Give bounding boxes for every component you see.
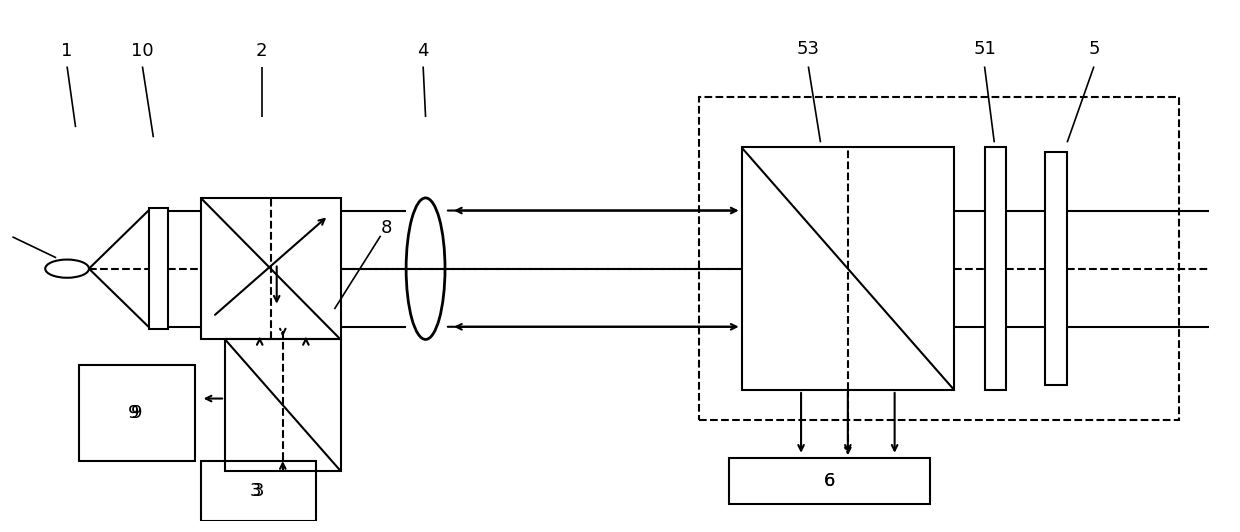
Text: 8: 8 xyxy=(381,219,392,237)
Bar xyxy=(742,147,954,390)
Bar xyxy=(149,208,167,329)
Text: 6: 6 xyxy=(823,472,835,491)
Text: 1: 1 xyxy=(62,43,73,60)
Text: 3: 3 xyxy=(253,482,264,500)
Bar xyxy=(201,198,341,339)
Text: 10: 10 xyxy=(131,43,154,60)
Bar xyxy=(79,365,195,461)
Bar xyxy=(729,458,930,504)
Text: 4: 4 xyxy=(418,43,429,60)
Text: 5: 5 xyxy=(1089,40,1100,58)
Bar xyxy=(985,147,1007,390)
Bar xyxy=(224,339,341,471)
Text: 6: 6 xyxy=(823,472,836,490)
Bar xyxy=(1045,153,1068,385)
Text: 51: 51 xyxy=(973,40,996,58)
Text: 2: 2 xyxy=(255,43,268,60)
Text: 3: 3 xyxy=(249,482,262,500)
Text: 9: 9 xyxy=(131,404,143,422)
Text: 53: 53 xyxy=(797,40,820,58)
Text: 9: 9 xyxy=(128,404,140,422)
Bar xyxy=(699,97,1179,420)
Bar xyxy=(201,461,316,521)
